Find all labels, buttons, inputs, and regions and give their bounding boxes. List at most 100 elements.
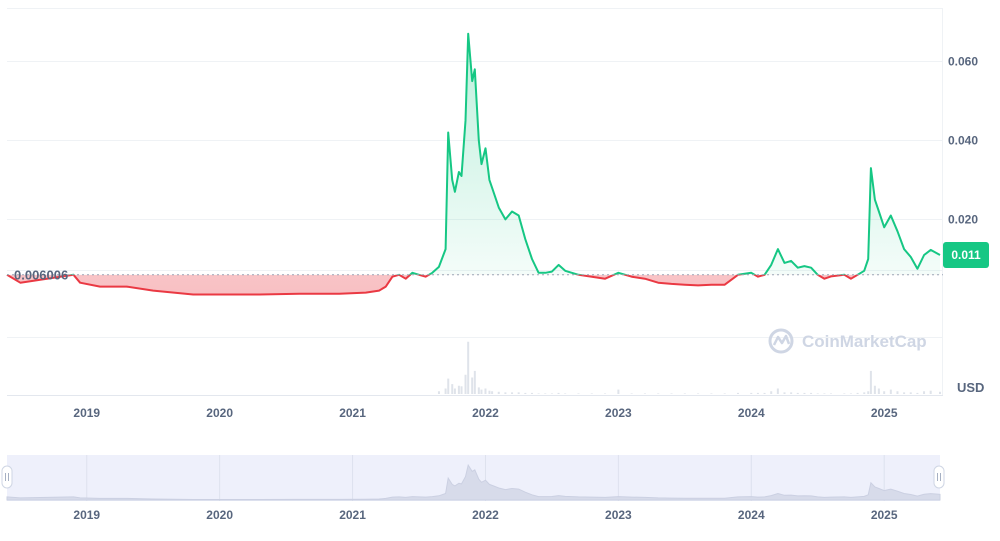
currency-label: USD [957, 380, 984, 395]
volume-bar [867, 391, 870, 394]
price-area [6, 32, 941, 296]
volume-bar [796, 392, 799, 394]
current-price-label: 0.011 [951, 248, 981, 262]
watermark-text: CoinMarketCap [802, 332, 927, 351]
volume-bar [491, 391, 494, 394]
x-tick-label: 2019 [73, 406, 100, 420]
volume-bar [630, 393, 633, 394]
volume-bar [877, 388, 880, 394]
volume-bar [511, 392, 514, 394]
volume-bar [873, 385, 876, 394]
navigator-x-axis-ticks: 2019 2020 2021 2022 2023 2024 2025 [73, 508, 897, 522]
volume-bar [467, 341, 470, 394]
volume-bar [916, 392, 919, 394]
volume-bar [889, 389, 892, 394]
navigator-x-tick-label: 2024 [738, 508, 765, 522]
navigator-left-handle[interactable] [1, 465, 13, 489]
volume-bar [577, 393, 580, 394]
area-below-baseline [7, 274, 858, 295]
volume-bar [457, 385, 460, 394]
navigator-x-tick-label: 2022 [472, 508, 499, 522]
volume-bar [909, 392, 912, 394]
volume-bar [530, 392, 533, 394]
navigator-x-tick-label: 2020 [206, 508, 233, 522]
current-price-badge: 0.011 [943, 242, 989, 269]
volume-bar [823, 393, 826, 394]
baseline-value-label: 0.006006 [14, 268, 68, 283]
y-tick-label: 0.020 [948, 212, 978, 226]
volume-bar [447, 378, 450, 394]
navigator-right-handle[interactable] [933, 465, 945, 489]
volume-bar [604, 393, 607, 394]
volume-bar [524, 392, 527, 394]
coinmarketcap-watermark: CoinMarketCap [768, 328, 927, 354]
x-axis-ticks: 2019 2020 2021 2022 2023 2024 2025 [73, 406, 897, 420]
volume-bar [444, 388, 447, 394]
volume-bar [488, 390, 491, 394]
area-above-baseline [7, 33, 940, 275]
volume-bar [473, 370, 476, 394]
volume-bar [477, 387, 480, 394]
navigator-area [6, 463, 941, 501]
volume-bar [790, 392, 793, 394]
volume-bar [464, 374, 467, 394]
volume-bar [497, 391, 500, 394]
volume-bar [697, 393, 700, 394]
volume-bar [883, 391, 886, 394]
volume-bar [453, 388, 456, 394]
y-axis-ticks: 0.060 0.040 0.020 [948, 54, 978, 226]
volume-bar [750, 392, 753, 394]
volume-bar [517, 392, 520, 394]
volume-bar [723, 393, 726, 394]
volume-bar [803, 392, 806, 394]
volume-bar [590, 393, 593, 394]
volume-bar [939, 391, 941, 394]
volume-bar [564, 393, 567, 394]
y-tick-label: 0.060 [948, 54, 978, 68]
price-line-up [7, 32, 941, 275]
volume-bar [437, 391, 440, 394]
x-tick-label: 2021 [339, 406, 366, 420]
x-tick-label: 2023 [605, 406, 632, 420]
volume-bar [903, 392, 906, 394]
volume-bars [437, 341, 941, 394]
volume-bar [856, 392, 859, 394]
volume-bar [783, 392, 786, 394]
volume-bar [657, 393, 660, 394]
x-tick-label: 2025 [871, 406, 898, 420]
volume-bar [756, 392, 759, 394]
volume-bar [830, 393, 833, 394]
x-tick-label: 2020 [206, 406, 233, 420]
volume-bar [683, 393, 686, 394]
volume-bar [896, 391, 899, 394]
x-tick-label: 2024 [738, 406, 765, 420]
volume-bar [776, 388, 779, 394]
price-line-down [6, 274, 860, 296]
x-tick-label: 2022 [472, 406, 499, 420]
volume-bar [863, 392, 866, 394]
coinmarketcap-logo-icon [768, 328, 794, 354]
volume-bar [537, 393, 540, 394]
volume-bar [770, 391, 773, 394]
volume-bar [816, 393, 819, 394]
volume-bar [460, 386, 463, 394]
volume-bar [471, 377, 474, 394]
navigator-x-tick-label: 2023 [605, 508, 632, 522]
volume-bar [923, 391, 926, 394]
volume-bar [843, 393, 846, 394]
navigator-x-tick-label: 2021 [339, 508, 366, 522]
volume-bar [849, 393, 852, 394]
volume-bar [557, 392, 560, 394]
volume-bar [480, 389, 483, 394]
volume-bar [710, 393, 713, 394]
volume-bar [810, 392, 813, 394]
volume-bar [929, 390, 932, 394]
range-navigator[interactable] [1, 455, 945, 501]
volume-bar [504, 392, 507, 394]
volume-bar [544, 393, 547, 394]
current-price-badge-bg [943, 242, 989, 269]
y-tick-label: 0.040 [948, 133, 978, 147]
volume-bar [736, 392, 739, 394]
volume-bar [550, 393, 553, 394]
